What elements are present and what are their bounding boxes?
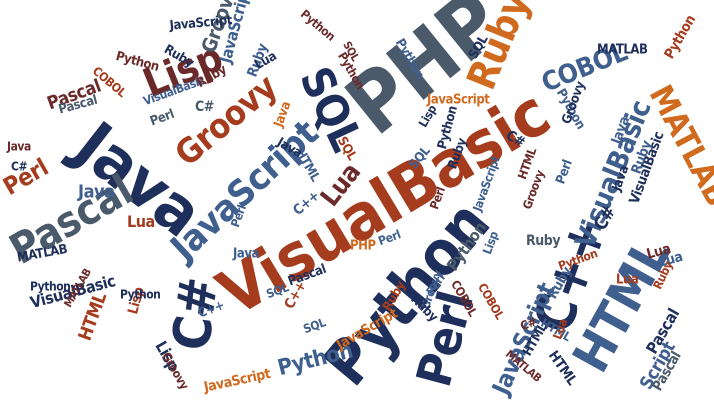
cloud-word-ruby-64: Ruby bbox=[526, 232, 561, 249]
cloud-word-java-22: Java bbox=[78, 181, 115, 203]
cloud-word-sql-59: SQL bbox=[301, 315, 328, 337]
cloud-word-javascript-108: JavaScript bbox=[427, 92, 490, 108]
cloud-word-perl-70: Perl bbox=[553, 158, 576, 187]
cloud-word-python-79: Python bbox=[120, 287, 161, 302]
cloud-word-perl-45: Perl bbox=[148, 106, 177, 130]
cloud-word-lua-25: Lua bbox=[127, 212, 155, 232]
cloud-word-matlab-97: MATLAB bbox=[597, 42, 648, 58]
cloud-word-lua-81: Lua bbox=[616, 272, 639, 288]
cloud-word-python-102: Python bbox=[297, 6, 338, 44]
cloud-word-python-49: Python bbox=[30, 279, 71, 294]
cloud-word-java-50: Java bbox=[7, 139, 31, 154]
cloud-word-java-84: Java bbox=[233, 246, 259, 262]
cloud-word-javascript-17: JavaScript bbox=[486, 278, 561, 399]
cloud-word-c-46: C# bbox=[11, 159, 28, 174]
cloud-word-php-77: PHP bbox=[350, 238, 376, 254]
cloud-word-c-31: C# bbox=[195, 98, 214, 115]
cloud-word-javascript-34: JavaScript bbox=[202, 366, 272, 396]
cloud-word-python-41: Python bbox=[114, 48, 161, 75]
cloud-word-python-65: Python bbox=[661, 12, 700, 62]
